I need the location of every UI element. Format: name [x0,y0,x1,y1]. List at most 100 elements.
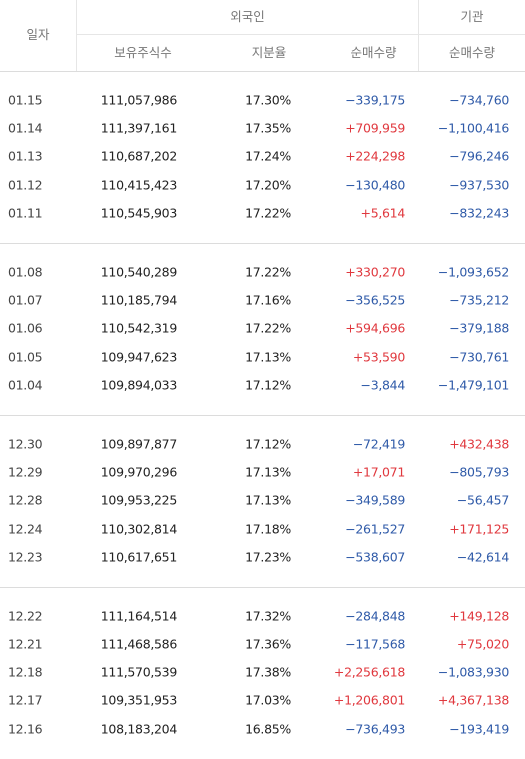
table-row: 12.23 110,617,651 17.23% −538,607 −42,614 [0,543,525,571]
table-row: 12.29 109,970,296 17.13% +17,071 −805,793 [0,458,525,486]
foreign-net-cell: −349,589 [345,492,405,508]
ratio-cell: 17.32% [245,608,291,624]
date-cell: 12.28 [8,492,43,508]
header-divider [77,34,525,35]
holdings-cell: 109,894,033 [100,377,178,393]
institution-net-cell: −379,188 [449,320,509,336]
ratio-cell: 17.13% [245,492,291,508]
table-row: 01.07 110,185,794 17.16% −356,525 −735,212 [0,286,525,314]
table-row: 01.14 111,397,161 17.35% +709,959 −1,100,416 [0,114,525,142]
table-row: 12.17 109,351,953 17.03% +1,206,801 +4,367,1… [0,686,525,714]
date-cell: 12.18 [8,664,43,680]
row-group: 12.30 109,897,877 17.12% −72,419 +432,438 12.… [0,416,525,588]
institution-net-cell: −805,793 [449,464,509,480]
foreign-net-cell: +1,206,801 [333,692,405,708]
holdings-cell: 110,540,289 [100,264,178,280]
ratio-cell: 17.22% [245,264,291,280]
ratio-cell: 17.20% [245,177,291,193]
date-cell: 01.15 [8,92,43,108]
foreign-net-cell: −284,848 [345,608,405,624]
date-cell: 12.16 [8,721,43,737]
table-row: 12.30 109,897,877 17.12% −72,419 +432,438 [0,430,525,458]
table-row: 01.11 110,545,903 17.22% +5,614 −832,243 [0,199,525,227]
date-cell: 12.17 [8,692,43,708]
institution-net-cell: +4,367,138 [437,692,509,708]
foreign-net-cell: +2,256,618 [333,664,405,680]
holdings-cell: 110,185,794 [100,292,178,308]
foreign-net-cell: +5,614 [360,205,406,221]
institution-net-cell: +149,128 [449,608,509,624]
table-row: 12.21 111,468,586 17.36% −117,568 +75,020 [0,630,525,658]
ratio-cell: 17.24% [245,148,291,164]
foreign-net-cell: +17,071 [352,464,405,480]
table-row: 01.15 111,057,986 17.30% −339,175 −734,760 [0,86,525,114]
table-body: 01.15 111,057,986 17.30% −339,175 −734,760 01… [0,72,525,759]
date-cell: 01.11 [8,205,43,221]
foreign-net-column-header: 순매수량 [350,45,397,60]
date-cell: 01.04 [8,377,43,393]
header-divider [418,0,419,71]
foreign-net-cell: −117,568 [345,636,405,652]
foreign-net-cell: +709,959 [345,120,405,136]
date-cell: 01.14 [8,120,43,136]
institution-net-cell: −1,083,930 [437,664,509,680]
institution-net-column-header: 순매수량 [448,45,495,60]
date-cell: 01.08 [8,264,43,280]
institution-net-cell: −937,530 [449,177,509,193]
date-cell: 01.07 [8,292,43,308]
date-cell: 01.13 [8,148,43,164]
foreign-net-cell: +594,696 [345,320,405,336]
institution-net-cell: −42,614 [456,549,509,565]
institution-net-cell: −730,761 [449,349,509,365]
date-cell: 01.06 [8,320,43,336]
holdings-cell: 111,164,514 [100,608,178,624]
table-row: 01.08 110,540,289 17.22% +330,270 −1,093,652 [0,258,525,286]
date-cell: 01.12 [8,177,43,193]
table-row: 01.05 109,947,623 17.13% +53,590 −730,761 [0,343,525,371]
ratio-cell: 17.03% [245,692,291,708]
holdings-cell: 109,351,953 [100,692,178,708]
foreign-group-header: 외국인 [230,9,265,24]
holdings-cell: 110,617,651 [100,549,178,565]
foreign-net-cell: −130,480 [345,177,405,193]
table-row: 12.24 110,302,814 17.18% −261,527 +171,125 [0,514,525,542]
institution-net-cell: −1,100,416 [437,120,509,136]
holdings-cell: 110,542,319 [100,320,178,336]
ratio-cell: 17.30% [245,92,291,108]
foreign-net-cell: −356,525 [345,292,405,308]
institution-net-cell: −735,212 [449,292,509,308]
holdings-cell: 111,397,161 [100,120,178,136]
holdings-cell: 109,970,296 [100,464,178,480]
holdings-cell: 111,570,539 [100,664,178,680]
table-row: 12.28 109,953,225 17.13% −349,589 −56,457 [0,486,525,514]
ratio-cell: 17.18% [245,521,291,537]
ratio-cell: 17.22% [245,205,291,221]
row-group: 01.08 110,540,289 17.22% +330,270 −1,093,652… [0,244,525,416]
date-column-header: 일자 [26,27,50,42]
holdings-cell: 109,947,623 [100,349,178,365]
ratio-cell: 17.12% [245,377,291,393]
ratio-cell: 16.85% [245,721,291,737]
institution-group-header: 기관 [460,9,484,24]
date-cell: 12.23 [8,549,43,565]
institution-net-cell: −832,243 [449,205,509,221]
ratio-cell: 17.23% [245,549,291,565]
foreign-net-cell: −3,844 [360,377,406,393]
foreign-net-cell: +224,298 [345,148,405,164]
holdings-cell: 110,415,423 [100,177,178,193]
institution-net-cell: +432,438 [449,436,509,452]
header-divider [76,0,77,71]
holdings-cell: 111,057,986 [100,92,178,108]
institution-net-cell: −1,479,101 [437,377,509,393]
ratio-cell: 17.35% [245,120,291,136]
foreign-net-cell: +330,270 [345,264,405,280]
date-cell: 12.30 [8,436,43,452]
ratio-cell: 17.36% [245,636,291,652]
foreign-net-cell: −736,493 [345,721,405,737]
table-row: 01.12 110,415,423 17.20% −130,480 −937,530 [0,171,525,199]
foreign-net-cell: −261,527 [345,521,405,537]
row-group: 12.22 111,164,514 17.32% −284,848 +149,128 12… [0,588,525,759]
foreign-net-cell: +53,590 [352,349,405,365]
institution-net-cell: −193,419 [449,721,509,737]
